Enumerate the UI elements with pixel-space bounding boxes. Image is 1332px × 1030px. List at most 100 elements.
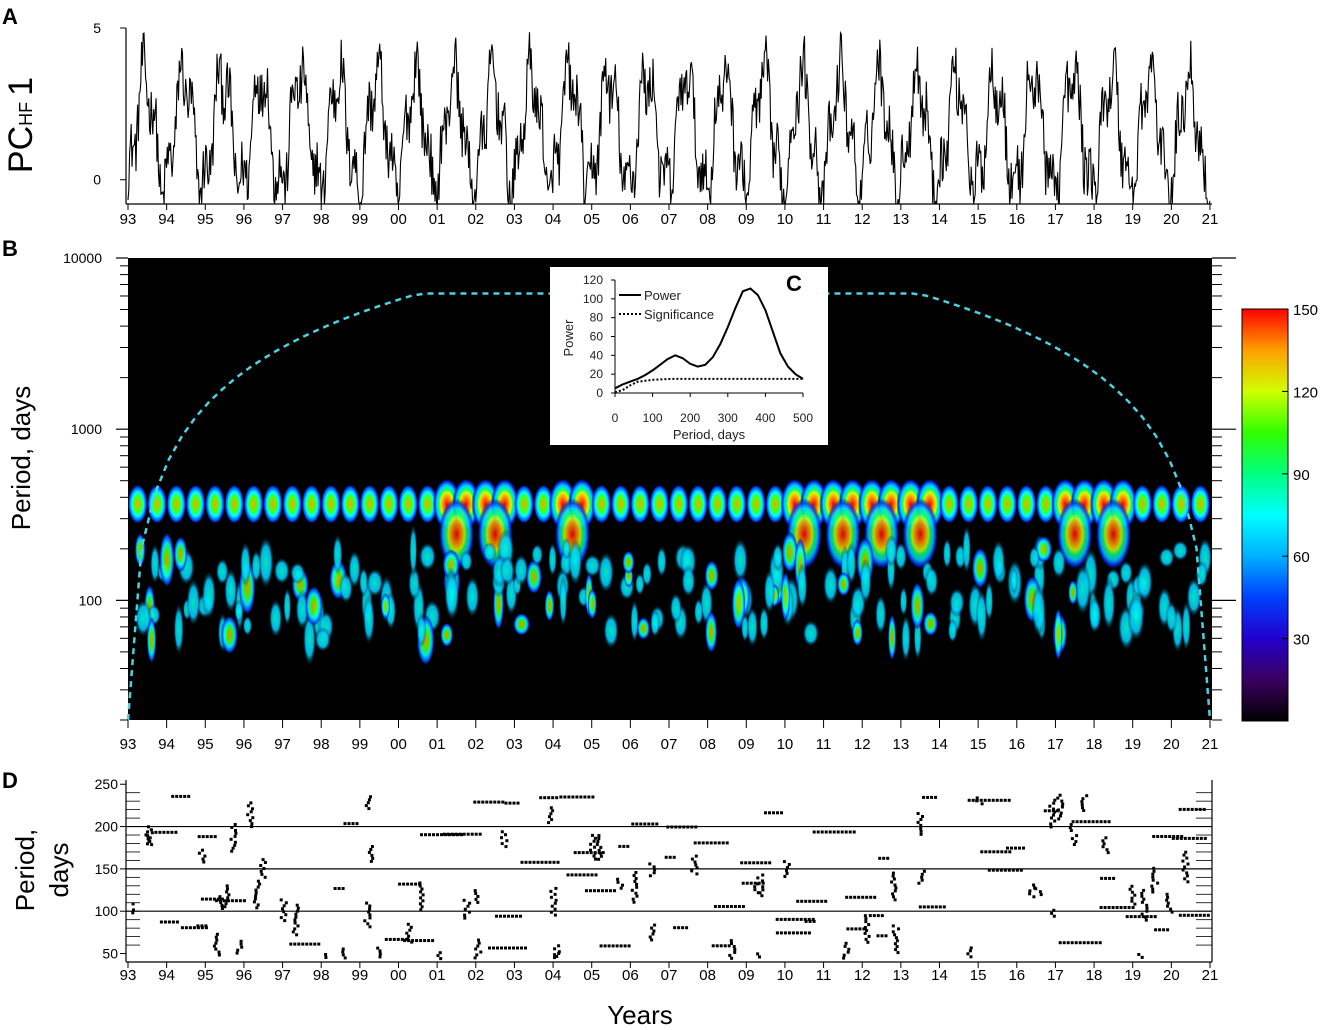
period-detection-dot <box>594 873 598 877</box>
period-detection-dot <box>745 881 749 885</box>
period-detection-dot <box>1083 820 1087 824</box>
period-detection-dot <box>1128 887 1132 891</box>
period-detection-dot <box>1103 820 1107 824</box>
period-detection-dot <box>294 915 298 919</box>
panel-d-year-label: 95 <box>197 967 214 984</box>
period-detection-dot <box>557 944 561 948</box>
wavelet-annual-blob <box>398 484 419 525</box>
period-detection-dot <box>1133 893 1137 897</box>
period-detection-dot <box>758 955 761 959</box>
period-detection-dot <box>291 930 295 934</box>
wavelet-secondary-blob <box>962 524 971 575</box>
period-detection-dot <box>470 832 474 836</box>
period-detection-dot <box>713 841 717 845</box>
period-detection-dot <box>493 800 497 804</box>
period-detection-dot <box>261 858 265 862</box>
period-detection-dot <box>163 920 167 924</box>
period-detection-dot <box>414 882 418 886</box>
period-detection-dot <box>544 860 548 864</box>
period-detection-dot <box>760 861 764 865</box>
period-detection-dot <box>857 895 861 899</box>
panel-d-year-label: 16 <box>1008 967 1025 984</box>
period-detection-dot <box>309 942 313 946</box>
period-detection-dot <box>192 926 196 930</box>
period-detection-dot <box>536 860 540 864</box>
period-detection-dot <box>579 795 583 799</box>
period-detection-dot <box>1186 913 1190 917</box>
inset-ytick-label: 80 <box>590 311 604 325</box>
panel-b-year-label: 15 <box>970 736 987 753</box>
inset-ytick-label: 20 <box>590 367 604 381</box>
period-detection-dot <box>171 794 175 798</box>
wavelet-secondary-blob <box>746 606 759 648</box>
period-detection-dot <box>591 833 594 837</box>
inset-ytick-label: 60 <box>590 330 604 344</box>
period-detection-dot <box>552 860 556 864</box>
panel-b-year-label: 16 <box>1008 736 1025 753</box>
panel-a-year-label: 98 <box>313 211 330 228</box>
period-detection-dot <box>512 801 516 805</box>
period-detection-dot <box>548 815 551 819</box>
period-detection-dot <box>230 849 234 853</box>
wavelet-secondary-blob <box>984 580 994 623</box>
panel-b-year-label: 04 <box>545 736 562 753</box>
period-detection-dot <box>347 822 351 826</box>
panel-b-year-label: 17 <box>1047 736 1064 753</box>
period-detection-dot <box>324 953 328 956</box>
period-detection-dot <box>1008 850 1012 854</box>
period-detection-dot <box>1007 868 1011 872</box>
period-detection-dot <box>201 857 205 861</box>
panel-d-year-label: 21 <box>1202 967 1219 984</box>
wavelet-secondary-blob <box>1181 599 1192 652</box>
period-detection-dot <box>520 860 524 864</box>
period-detection-dot <box>418 881 422 885</box>
period-detection-dot <box>1130 890 1134 894</box>
period-detection-dot <box>406 937 410 941</box>
panel-b-year-label: 95 <box>197 736 214 753</box>
period-detection-dot <box>500 946 503 950</box>
period-detection-dot <box>744 861 748 865</box>
period-detection-dot <box>1182 913 1186 917</box>
period-detection-dot <box>468 901 472 905</box>
period-detection-dot <box>378 952 382 956</box>
period-detection-dot <box>631 822 635 826</box>
period-detection-dot <box>992 850 996 854</box>
wavelet-secondary-blob <box>362 593 375 646</box>
period-detection-dot <box>616 877 620 881</box>
panel-a-year-label: 21 <box>1202 211 1219 228</box>
period-detection-dot <box>650 926 654 930</box>
period-detection-dot <box>262 867 266 870</box>
wavelet-annual-blob <box>997 484 1018 525</box>
period-detection-dot <box>753 885 757 889</box>
period-detection-dot <box>693 860 697 864</box>
period-detection-dot <box>582 873 586 877</box>
period-detection-dot <box>655 822 659 826</box>
period-detection-dot <box>812 919 816 923</box>
period-detection-dot <box>171 920 175 924</box>
period-detection-dot <box>760 894 764 898</box>
period-detection-dot <box>626 844 630 848</box>
period-detection-dot <box>174 830 178 834</box>
cone-of-influence <box>126 292 1212 721</box>
period-detection-dot <box>597 889 600 893</box>
wavelet-strong-blob <box>902 498 939 571</box>
period-detection-dot <box>420 833 423 837</box>
period-detection-dot <box>867 923 871 927</box>
period-detection-dot <box>816 899 820 903</box>
period-detection-dot <box>368 913 372 917</box>
panel-b-year-label: 08 <box>699 736 716 753</box>
panel-a-year-label: 96 <box>236 211 253 228</box>
period-detection-dot <box>1107 906 1111 909</box>
period-detection-dot <box>627 944 631 948</box>
period-detection-dot <box>787 931 791 935</box>
period-detection-dot <box>1070 837 1074 841</box>
period-detection-dot <box>578 873 582 877</box>
period-detection-dot <box>187 794 191 798</box>
period-detection-dot <box>548 860 552 864</box>
period-detection-dot <box>1198 913 1202 917</box>
wavelet-secondary-blob <box>332 533 343 575</box>
wavelet-secondary-blob <box>1009 566 1018 595</box>
period-detection-dot <box>589 848 592 852</box>
period-detection-dot <box>705 841 709 845</box>
period-detection-dot <box>995 798 999 802</box>
